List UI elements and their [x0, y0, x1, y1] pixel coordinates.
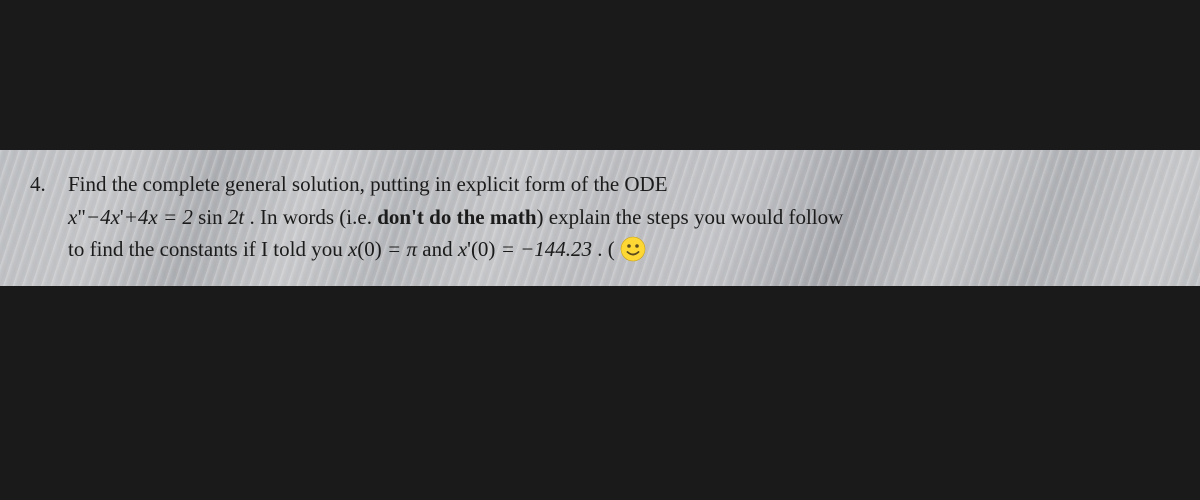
initial-condition-2: x'(0) = −144.23	[458, 237, 592, 261]
problem-body: Find the complete general solution, putt…	[68, 168, 1170, 266]
page-background: 4. Find the complete general solution, p…	[0, 0, 1200, 500]
bold-phrase: don't do the math	[377, 205, 536, 229]
paper-strip: 4. Find the complete general solution, p…	[0, 150, 1200, 286]
initial-condition-1: x(0) = π	[348, 237, 417, 261]
problem-4: 4. Find the complete general solution, p…	[30, 168, 1170, 266]
line2-part-b: ) explain the steps you would follow	[537, 205, 844, 229]
line3-part-b: and	[417, 237, 458, 261]
line3-part-a: to find the constants if I told you	[68, 237, 348, 261]
ode-equation: x"−4x'+4x = 2 sin 2t	[68, 205, 244, 229]
line1-text: Find the complete general solution, putt…	[68, 172, 668, 196]
line3-part-c: . (	[592, 237, 620, 261]
smiley-icon	[620, 236, 646, 262]
problem-number: 4.	[30, 168, 68, 266]
line2-part-a: . In words (i.e.	[249, 205, 377, 229]
